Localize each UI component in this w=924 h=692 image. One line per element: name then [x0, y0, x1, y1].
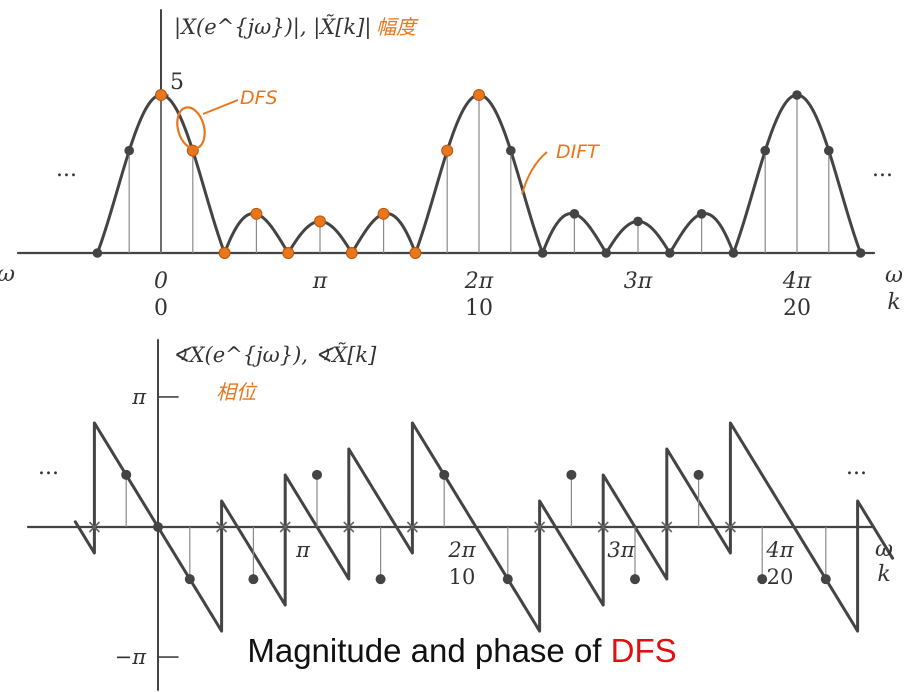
phase-undefined-mark	[216, 521, 228, 533]
dfs-pointer-line	[202, 99, 239, 115]
mag-right-ellipsis: ...	[872, 157, 893, 182]
phase-sample-point	[312, 469, 322, 480]
phase-handwritten-note: 相位	[216, 380, 258, 404]
mag-k-tick-label: 20	[783, 296, 811, 321]
mag-sample-point	[633, 216, 643, 227]
mag-left-ellipsis: ...	[56, 157, 77, 182]
phase-y-tick-label: π	[131, 385, 147, 409]
mag-sample-point	[441, 144, 454, 157]
phase-sample-point	[566, 469, 577, 480]
phase-undefined-mark	[661, 521, 673, 533]
mag-sample-point	[218, 247, 231, 259]
mag-sample-point	[377, 207, 390, 220]
phase-sample-point	[375, 574, 386, 585]
phase-undefined-mark	[534, 521, 546, 533]
phase-k-tick-label: 20	[767, 565, 794, 589]
phase-undefined-mark	[724, 521, 736, 533]
phase-y-tick-label: −π	[115, 645, 148, 669]
mag-sample-point	[250, 207, 263, 220]
phase-omega-axis-label: ω	[875, 537, 893, 562]
mag-omega-tick-label: 0	[154, 269, 168, 294]
phase-k-axis-label: k	[877, 562, 890, 587]
mag-sample-point	[696, 209, 707, 219]
mag-sample-point	[124, 145, 134, 156]
mag-sample-point	[409, 247, 422, 259]
mag-sample-point	[155, 89, 167, 101]
mag-k-tick-label: 10	[465, 296, 493, 321]
mag-k-axis-label: k	[887, 290, 900, 315]
mag-sample-point	[314, 215, 326, 228]
phase-sample-point	[820, 574, 831, 585]
phase-sample-point	[693, 469, 704, 480]
phase-k-tick-label: 10	[449, 565, 476, 589]
magnitude-panel: 500π2π103π4π20ωkω......|X(e^{jω})|, |X̃[…	[0, 9, 903, 321]
mag-sample-point	[824, 145, 834, 156]
mag-sample-point	[569, 209, 580, 219]
figure-caption: Magnitude and phase of DFS	[0, 632, 924, 670]
phase-right-ellipsis: ...	[846, 455, 867, 480]
phase-sample-point	[439, 469, 450, 480]
phase-sawtooth-line	[73, 421, 895, 633]
mag-sample-point	[792, 90, 802, 100]
phase-sample-point	[502, 574, 513, 585]
mag-sample-point	[92, 248, 103, 258]
mag-sample-point	[506, 145, 516, 156]
mag-y-tick-label: 5	[170, 70, 184, 95]
caption-prefix: Magnitude and phase of	[247, 632, 611, 669]
dift-pointer-line	[521, 151, 548, 195]
phase-undefined-mark	[406, 521, 418, 533]
phase-panel: π −π π 2π 10 3π 4π 20 ωk... ... ∢X(e^{jω}), ∢X̃[k]…	[26, 339, 895, 691]
phase-omega-tick-label: π	[295, 538, 311, 562]
phase-undefined-mark	[88, 521, 100, 533]
mag-omega-axis-label: ω	[885, 263, 903, 288]
dfs-annotation: DFS	[240, 87, 278, 109]
phase-left-ellipsis: ...	[38, 455, 59, 480]
phase-sample-point	[757, 574, 768, 585]
mag-sample-point	[665, 248, 675, 258]
phase-sample-point	[248, 574, 259, 585]
phase-undefined-mark	[279, 521, 291, 533]
mag-sample-point	[728, 248, 739, 258]
phase-sample-point	[153, 522, 163, 532]
phase-omega-tick-label: 2π	[447, 538, 476, 562]
mag-y-axis-label: |X(e^{jω})|, |X̃[k]|	[174, 15, 371, 40]
mag-sample-point	[473, 89, 485, 101]
phase-y-axis-label: ∢X(e^{jω}), ∢X̃[k]	[172, 343, 377, 367]
caption-highlight: DFS	[610, 632, 677, 669]
mag-handwritten-note: 幅度	[376, 15, 419, 39]
phase-omega-tick-label: 3π	[607, 538, 635, 562]
mag-omega-tick-label: 4π	[782, 269, 812, 294]
dfs-circle-mark	[176, 106, 206, 150]
mag-sample-point	[601, 248, 611, 258]
mag-sample-point	[345, 247, 358, 259]
mag-sample-point	[760, 145, 770, 156]
dift-annotation: DIFT	[556, 141, 600, 163]
phase-sample-point	[184, 574, 195, 585]
mag-omega-tick-label: π	[312, 269, 328, 294]
mag-sample-point	[855, 248, 866, 258]
mag-left-cut-label: ω	[0, 262, 15, 287]
mag-k-tick-label: 0	[154, 296, 168, 321]
phase-undefined-mark	[343, 521, 355, 533]
mag-sample-point	[537, 248, 548, 258]
phase-sample-point	[630, 574, 640, 585]
phase-sample-point	[121, 469, 132, 480]
mag-omega-tick-label: 3π	[624, 269, 653, 294]
mag-sample-point	[282, 247, 295, 259]
phase-omega-tick-label: 4π	[765, 538, 794, 562]
mag-omega-tick-label: 2π	[464, 269, 494, 294]
phase-undefined-mark	[597, 521, 609, 533]
